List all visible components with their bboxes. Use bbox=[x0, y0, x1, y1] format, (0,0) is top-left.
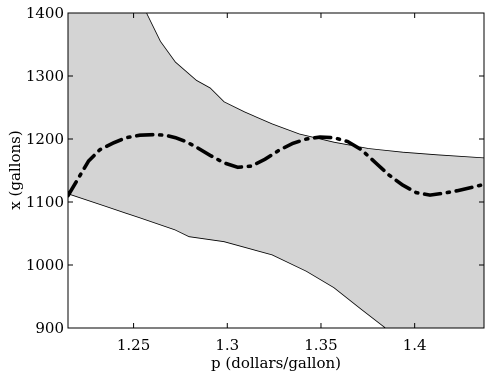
axes-frame bbox=[67, 12, 485, 329]
y-tick-label: 1400 bbox=[26, 4, 64, 22]
y-axis-label: x (gallons) bbox=[6, 130, 24, 209]
confidence-band bbox=[68, 13, 484, 328]
y-tick-label: 1000 bbox=[26, 256, 64, 274]
x-axis-label: p (dollars/gallon) bbox=[211, 354, 341, 372]
x-axis: 1.25 1.3 1.35 1.4 bbox=[117, 13, 427, 354]
x-tick-label: 1.25 bbox=[117, 336, 150, 354]
x-tick-label: 1.35 bbox=[304, 336, 337, 354]
y-tick-label: 900 bbox=[35, 319, 64, 337]
y-axis: 900 1000 1100 1200 1300 1400 bbox=[26, 4, 484, 337]
series-line bbox=[68, 132, 484, 198]
y-tick-label: 1300 bbox=[26, 67, 64, 85]
plot-area bbox=[68, 13, 484, 328]
y-tick-label: 1200 bbox=[26, 130, 64, 148]
x-tick-label: 1.4 bbox=[403, 336, 427, 354]
y-tick-label: 1100 bbox=[26, 193, 64, 211]
x-tick-label: 1.3 bbox=[215, 336, 239, 354]
